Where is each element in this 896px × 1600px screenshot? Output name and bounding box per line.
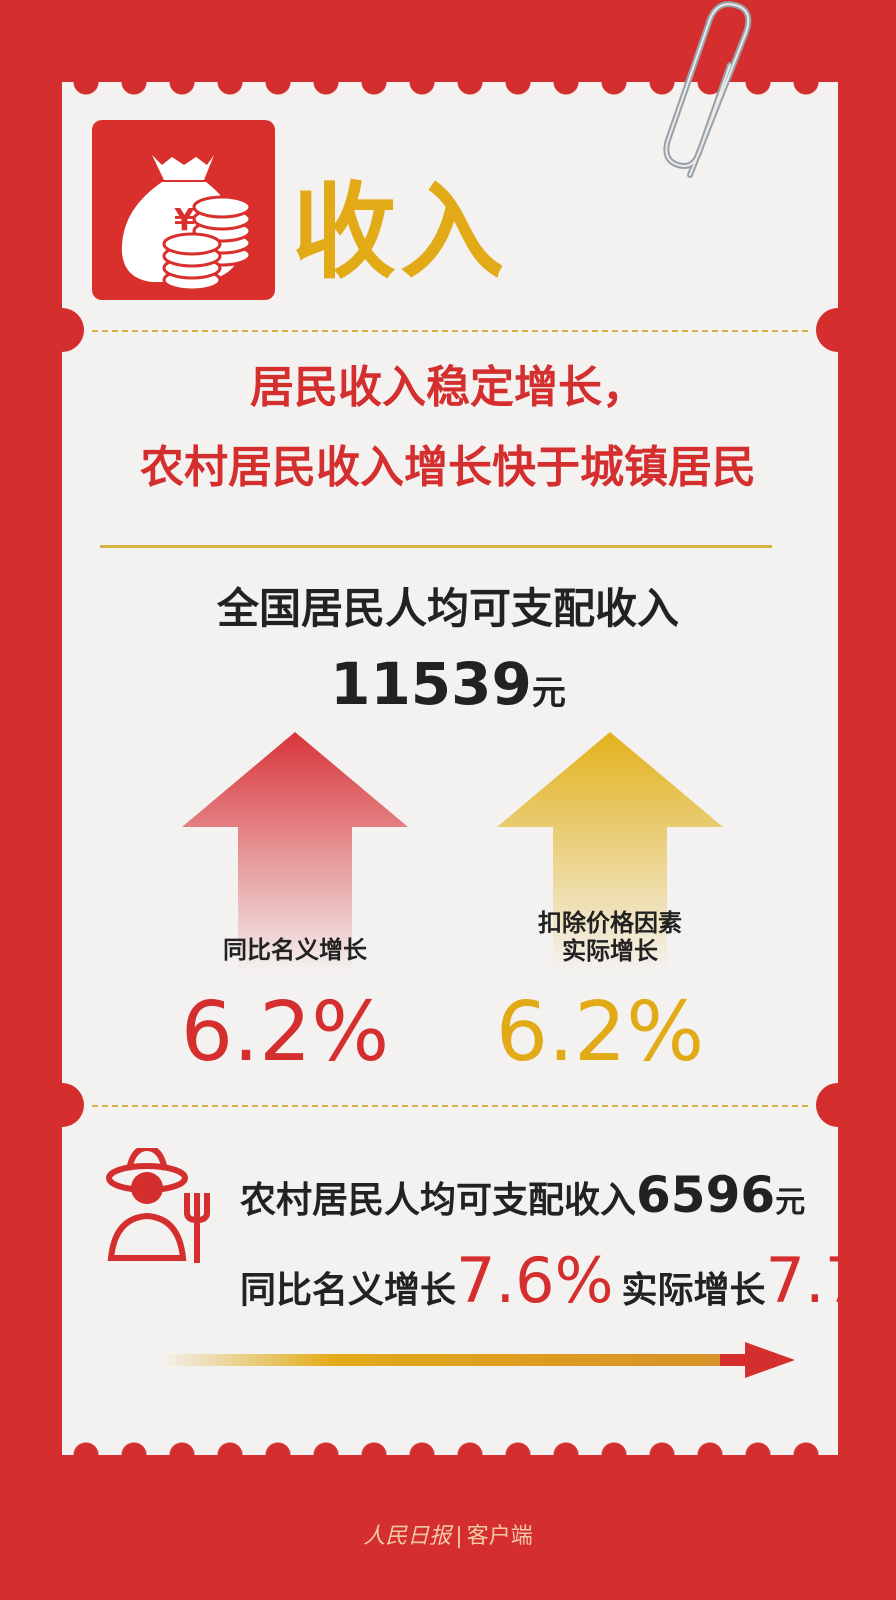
top-scallop-edge <box>62 82 838 110</box>
bottom-scallop-edge <box>62 1427 838 1455</box>
real-growth-value: 6.2% <box>495 985 705 1080</box>
nominal-growth-value: 6.2% <box>180 985 390 1080</box>
income-unit: 元 <box>531 673 566 713</box>
rural-real-value: 7.7% <box>765 1244 896 1317</box>
paperclip-icon <box>663 1 752 178</box>
red-up-arrow-icon <box>182 732 408 972</box>
notch <box>816 1083 860 1127</box>
income-icon-box: ¥ <box>92 120 275 300</box>
rural-growth-line: 同比名义增长7.6%实际增长7.7% <box>240 1250 896 1312</box>
income-value: 11539 <box>330 650 532 718</box>
progress-arrow-icon <box>160 1342 795 1378</box>
notch <box>40 1083 84 1127</box>
rural-income-label: 农村居民人均可支配收入 <box>240 1180 637 1221</box>
rural-income-line: 农村居民人均可支配收入6596元 <box>240 1170 805 1220</box>
real-label-line2: 实际增长 <box>562 936 658 965</box>
money-bag-coins-icon: ¥ <box>121 155 252 292</box>
headline-line1: 居民收入稳定增长， <box>250 362 646 413</box>
nominal-growth-label: 同比名义增长 <box>223 936 367 964</box>
notch <box>40 308 84 352</box>
gold-divider <box>100 545 772 548</box>
national-income-value: 11539元 <box>0 655 896 713</box>
rural-income-unit: 元 <box>775 1185 806 1220</box>
dashed-divider <box>92 330 808 332</box>
footer-logo: 人民日报 | 客户端 <box>363 1524 533 1549</box>
brand-suffix: 客户端 <box>466 1524 533 1549</box>
rural-income-value: 6596 <box>636 1166 776 1224</box>
brand-name: 人民日报 <box>363 1524 452 1549</box>
ticket-card <box>62 82 838 1455</box>
real-label-line1: 扣除价格因素 <box>538 909 682 937</box>
rural-real-label: 实际增长 <box>621 1270 766 1311</box>
rural-nominal-label: 同比名义增长 <box>240 1270 457 1311</box>
svg-text:¥: ¥ <box>174 203 195 238</box>
national-income-label: 全国居民人均可支配收入 <box>216 584 679 633</box>
headline-line2: 农村居民收入增长快于城镇居民 <box>140 442 756 493</box>
real-growth-label: 扣除价格因素 实际增长 <box>480 909 740 965</box>
section-title: 收入 <box>292 171 509 293</box>
notch <box>816 308 860 352</box>
rural-nominal-value: 7.6% <box>456 1244 614 1317</box>
gold-up-arrow-icon <box>497 732 723 972</box>
dashed-divider <box>92 1105 808 1107</box>
farmer-pitchfork-icon <box>106 1148 210 1263</box>
